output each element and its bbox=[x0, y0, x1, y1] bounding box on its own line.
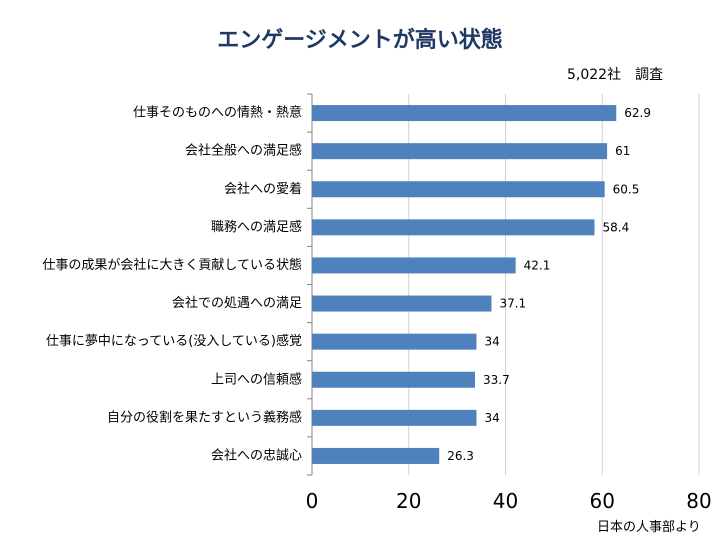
bar bbox=[312, 181, 605, 198]
bar bbox=[312, 219, 595, 236]
data-label: 62.9 bbox=[624, 106, 651, 120]
category-labels: 仕事そのものへの情熱・熱意会社全般への満足感会社への愛着職務への満足感仕事の成果… bbox=[42, 105, 302, 464]
category-label: 会社への愛着 bbox=[224, 181, 302, 197]
value-labels: 62.9 61 60.5 58.4 42.1 37.1 34 33.7 34 26.3 bbox=[447, 106, 651, 463]
data-label: 60.5 bbox=[613, 182, 640, 196]
bar bbox=[312, 409, 477, 426]
source-note: 日本の人事部より bbox=[597, 520, 701, 535]
bar bbox=[312, 257, 516, 274]
data-label: 33.7 bbox=[483, 373, 510, 387]
bar bbox=[312, 143, 608, 160]
category-label: 上司への信頼感 bbox=[211, 371, 302, 387]
data-label: 61 bbox=[615, 144, 630, 158]
x-tick-label: 40 bbox=[493, 489, 518, 513]
x-tick-label: 60 bbox=[590, 489, 615, 513]
category-label: 会社全般への満足感 bbox=[185, 143, 302, 159]
x-tick-labels: 0 20 40 60 80 bbox=[306, 489, 712, 513]
bar bbox=[312, 105, 617, 122]
data-label: 42.1 bbox=[524, 258, 551, 272]
bar bbox=[312, 447, 440, 464]
x-tick-label: 0 bbox=[306, 489, 319, 513]
bar bbox=[312, 333, 477, 350]
category-label: 仕事そのものへの情熱・熱意 bbox=[133, 105, 302, 121]
category-label: 仕事の成果が会社に大きく貢献している状態 bbox=[42, 257, 302, 273]
data-label: 58.4 bbox=[603, 220, 630, 234]
bar bbox=[312, 371, 476, 388]
x-tick-label: 20 bbox=[396, 489, 421, 513]
category-label: 職務への満足感 bbox=[211, 219, 302, 235]
category-label: 会社への忠誠心 bbox=[211, 447, 302, 463]
chart-title: エンゲージメントが高い状態 bbox=[217, 28, 503, 53]
bar bbox=[312, 295, 492, 312]
data-label: 34 bbox=[484, 411, 499, 425]
category-label: 仕事に夢中になっている(没入している)感覚 bbox=[46, 333, 302, 349]
category-label: 会社での処遇への満足 bbox=[172, 295, 302, 311]
data-label: 37.1 bbox=[499, 297, 526, 311]
survey-note: 5,022社 調査 bbox=[567, 67, 664, 83]
data-label: 26.3 bbox=[447, 449, 474, 463]
x-tick-label: 80 bbox=[686, 489, 711, 513]
data-label: 34 bbox=[484, 335, 499, 349]
bars bbox=[312, 105, 617, 464]
category-label: 自分の役割を果たすという義務感 bbox=[107, 409, 302, 425]
